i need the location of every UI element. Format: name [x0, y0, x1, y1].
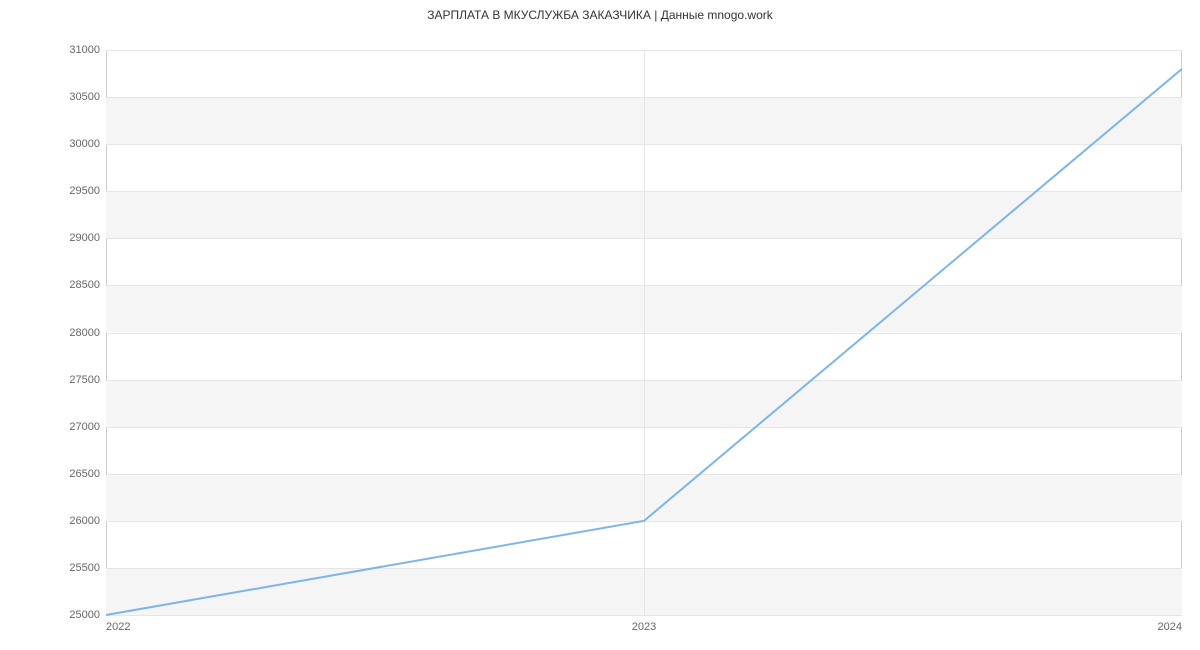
- x-tick-label: 2024: [1158, 615, 1182, 633]
- x-tick-label: 2022: [106, 615, 130, 633]
- y-tick-label: 25000: [69, 609, 106, 621]
- salary-chart: ЗАРПЛАТА В МКУСЛУЖБА ЗАКАЗЧИКА | Данные …: [0, 0, 1200, 650]
- x-tick-label: 2023: [632, 615, 656, 633]
- chart-title: ЗАРПЛАТА В МКУСЛУЖБА ЗАКАЗЧИКА | Данные …: [0, 8, 1200, 22]
- y-tick-label: 26500: [69, 468, 106, 480]
- y-tick-label: 29000: [69, 232, 106, 244]
- y-tick-label: 27000: [69, 421, 106, 433]
- y-tick-label: 27500: [69, 374, 106, 386]
- y-tick-label: 30500: [69, 91, 106, 103]
- y-tick-label: 29500: [69, 185, 106, 197]
- y-tick-label: 31000: [69, 44, 106, 56]
- series-line-salary: [106, 69, 1182, 615]
- y-tick-label: 25500: [69, 562, 106, 574]
- plot-area: 2500025500260002650027000275002800028500…: [106, 50, 1182, 615]
- y-tick-label: 28000: [69, 327, 106, 339]
- y-tick-label: 26000: [69, 515, 106, 527]
- line-layer: [106, 50, 1182, 615]
- y-tick-label: 28500: [69, 279, 106, 291]
- y-tick-label: 30000: [69, 138, 106, 150]
